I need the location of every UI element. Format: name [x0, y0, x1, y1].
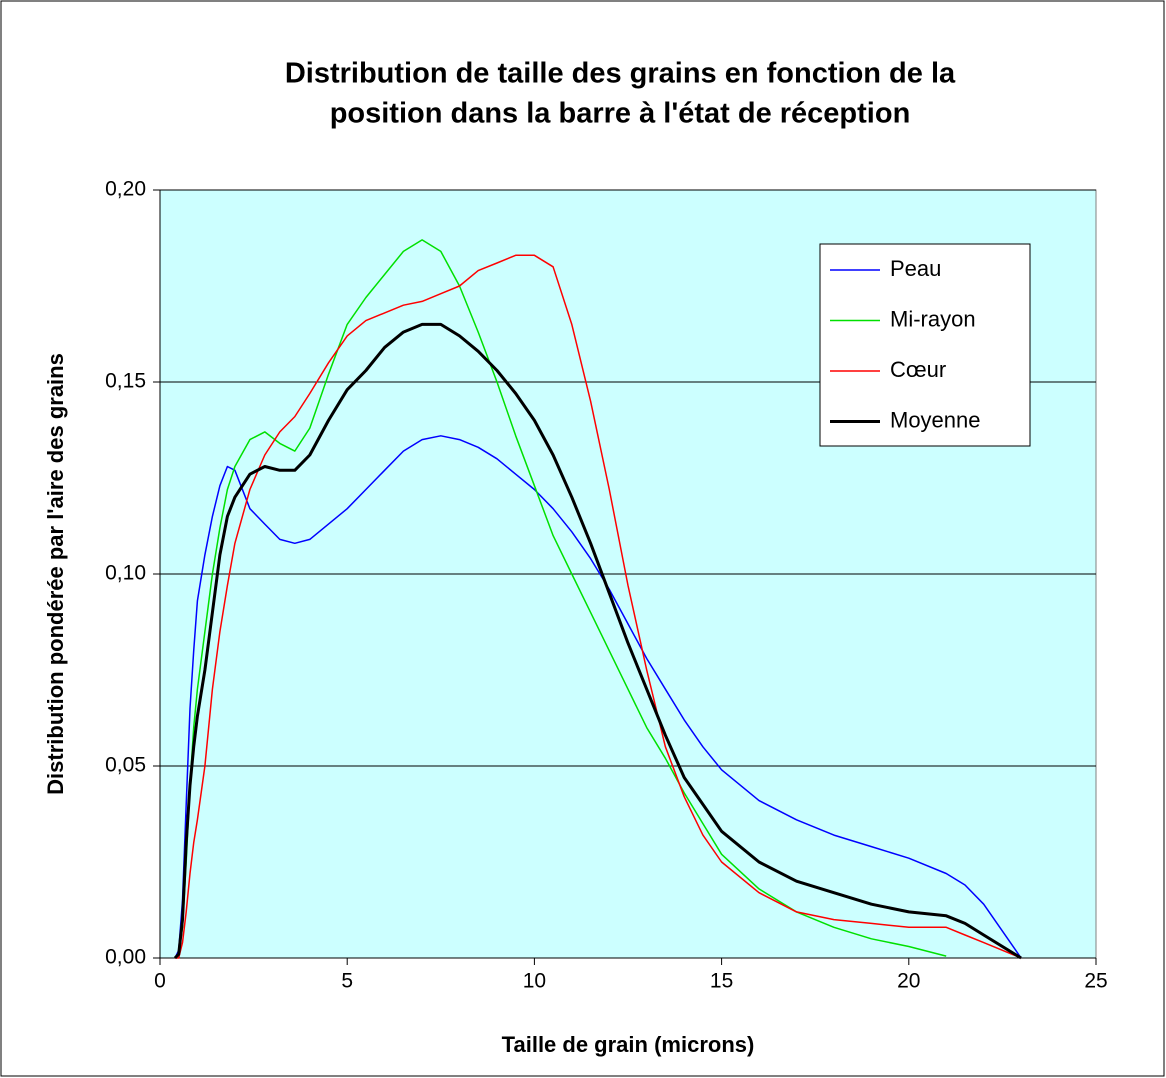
line-series — [173, 322, 1022, 960]
legend-label: Peau — [890, 256, 941, 281]
x-axis-label: Taille de grain (microns) — [502, 1032, 755, 1057]
y-tick-label: 0,00 — [105, 946, 146, 969]
line-series — [175, 254, 1022, 959]
x-tick-label: 25 — [1084, 970, 1107, 993]
y-tick-label: 0,15 — [105, 370, 146, 393]
y-tick-label: 0,05 — [105, 754, 146, 777]
legend-label: Moyenne — [890, 407, 981, 432]
chart-title: Distribution de taille des grains en fon… — [285, 58, 956, 90]
x-tick-label: 5 — [341, 970, 353, 993]
y-tick-label: 0,10 — [105, 562, 146, 585]
x-tick-label: 15 — [710, 970, 733, 993]
legend-box — [819, 243, 1031, 447]
chart-title: position dans la barre à l'état de récep… — [330, 98, 911, 130]
legend-label: Cœur — [890, 357, 946, 382]
x-tick-label: 10 — [523, 970, 546, 993]
line-series — [174, 435, 1022, 959]
x-tick-label: 0 — [154, 970, 166, 993]
x-tick-label: 20 — [897, 970, 920, 993]
y-tick-label: 0,20 — [105, 178, 146, 201]
legend-label: Mi-rayon — [890, 306, 976, 331]
line-series — [174, 239, 947, 959]
y-axis-label: Distribution pondérée par l'aire des gra… — [43, 353, 68, 795]
